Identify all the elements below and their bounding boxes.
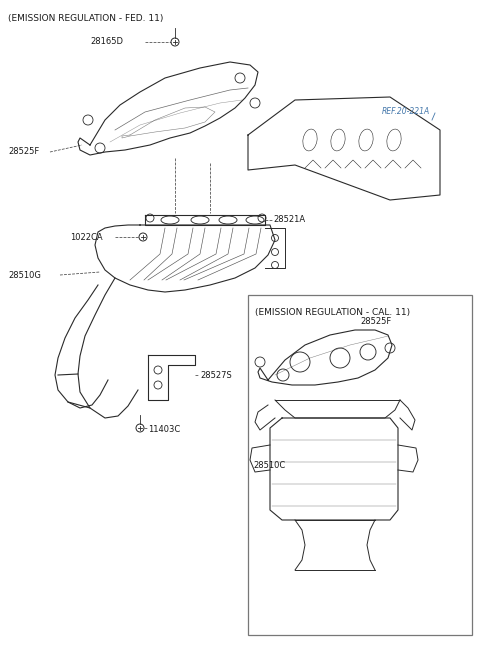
Text: REF.20-221A: REF.20-221A bbox=[382, 107, 430, 117]
Text: 28510G: 28510G bbox=[8, 271, 41, 280]
Text: (EMISSION REGULATION - CAL. 11): (EMISSION REGULATION - CAL. 11) bbox=[255, 308, 410, 317]
Text: 28165D: 28165D bbox=[90, 38, 123, 46]
Text: 28527S: 28527S bbox=[200, 371, 232, 379]
Text: 28510C: 28510C bbox=[253, 461, 285, 469]
FancyBboxPatch shape bbox=[248, 295, 472, 635]
Text: 11403C: 11403C bbox=[148, 426, 180, 434]
Text: 28525F: 28525F bbox=[360, 318, 391, 326]
Text: 28521A: 28521A bbox=[273, 215, 305, 225]
Text: (EMISSION REGULATION - FED. 11): (EMISSION REGULATION - FED. 11) bbox=[8, 14, 163, 23]
Text: 1022CA: 1022CA bbox=[70, 233, 103, 241]
Text: 28525F: 28525F bbox=[8, 147, 39, 156]
